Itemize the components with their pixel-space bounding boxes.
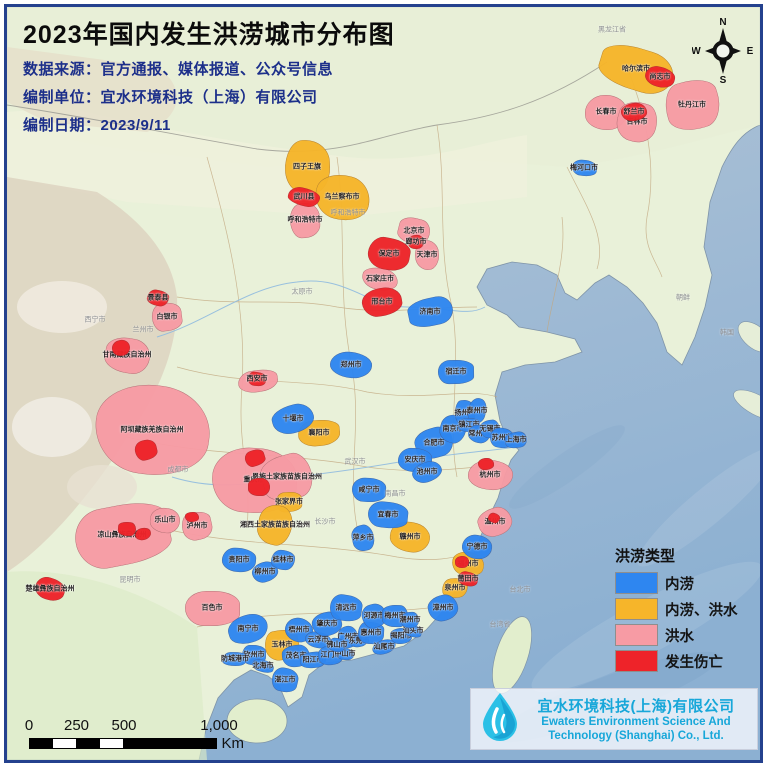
city-region-桂林市 [270,549,296,571]
city-region [248,478,270,496]
map-canvas: 牡丹江市 长春市 吉林市 呼和浩特市 北京市 天津市 石家庄市 白银市 甘南藏族自治州 阿坝藏族羌… [7,7,760,760]
legend-label: 内涝、洪水 [665,602,738,619]
scale-tick: 500 [111,717,137,734]
basemap-label: 太原市 [291,288,313,296]
city-region-上海市 [503,430,529,450]
company-name-en-1: Ewaters Environment Science And [541,715,731,728]
city-region [117,521,137,537]
legend: 洪涝类型 内涝内涝、洪水洪水发生伤亡 [615,545,738,676]
basemap-label: 长沙市 [314,518,336,526]
company-name-en-2: Technology (Shanghai) Co., Ltd. [548,729,724,742]
city-region-呼和浩特市 [289,201,321,239]
map-title: 2023年国内发生洪涝城市分布图 [23,21,395,49]
scale-tick: 0 [24,717,34,734]
legend-item: 内涝 [615,572,738,594]
city-region-济南市 [405,293,455,331]
legend-swatch [615,598,658,620]
title-block: 2023年国内发生洪涝城市分布图 数据来源：官方通报、媒体报道、公众号信息 编制… [23,15,395,135]
water-drop-icon [479,691,521,748]
map-frame: 牡丹江市 长春市 吉林市 呼和浩特市 北京市 天津市 石家庄市 白银市 甘南藏族自治州 阿坝藏族羌… [4,4,763,763]
data-source-line: 数据来源：官方通报、媒体报道、公众号信息 [23,61,334,78]
city-region-潮州市 [400,611,420,629]
city-region-甘南藏族自治州 [101,333,153,377]
city-region-邢台市 [360,285,404,319]
legend-item: 洪水 [615,624,738,646]
agency-line: 编制单位：宜水环境科技（上海）有限公司 [23,89,318,106]
date-line: 编制日期：2023/9/11 [23,117,171,134]
company-name-cn: 宜水环境科技(上海)有限公司 [537,697,735,715]
legend-label: 内涝 [665,576,694,593]
city-region-郑州市 [328,350,374,380]
scale-ticks: 0 250 500 1,000 [25,717,238,735]
legend-item: 发生伤亡 [615,650,738,672]
city-region-白银市 [150,301,184,333]
company-logo-box: 宜水环境科技(上海)有限公司 Ewaters Environment Scien… [470,688,758,750]
compass-w: W [692,46,701,57]
legend-swatch [615,624,658,646]
city-region-咸宁市 [351,477,387,503]
basemap-label: 西宁市 [84,316,106,324]
legend-label: 洪水 [665,628,694,645]
basemap-label: 台北市 [509,586,531,594]
legend-item: 内涝、洪水 [615,598,738,620]
scale-unit: Km [221,735,245,752]
legend-title: 洪涝类型 [615,548,676,565]
basemap-label: 南昌市 [384,490,406,498]
city-region-宜春市 [366,499,410,531]
basemap-label: 黑龙江省 [598,26,626,34]
compass-rose: N E S W [691,15,754,86]
city-region-楚雄彝族自治州 [32,574,68,604]
city-region-宿迁市 [437,359,475,385]
compass-e: E [747,46,754,57]
compass-n: N [719,17,726,28]
basemap-label: 昆明市 [119,576,141,584]
city-region-阿坝藏族羌族自治州 [88,377,216,483]
city-region [184,511,200,523]
city-region-防城港市 [221,651,249,667]
city-region-西安市 [247,371,267,387]
company-name: 宜水环境科技(上海)有限公司 Ewaters Environment Scien… [521,695,751,744]
city-region-百色市 [184,590,240,626]
city-region-梅河口市 [570,158,598,178]
city-region-湛江市 [269,665,301,695]
scale-tick: 1,000 [200,717,238,734]
scale-tick: 250 [63,717,90,734]
basemap-label: 兰州市 [132,326,154,334]
compass-star [705,28,741,74]
legend-swatch [615,572,658,594]
compass-s: S [720,75,727,85]
basemap-label: 台湾省 [489,621,511,629]
basemap-label: 韩国 [720,329,734,337]
scale-bar-segments [29,738,217,749]
legend-items: 内涝内涝、洪水洪水发生伤亡 [615,572,738,672]
basemap-label: 武汉市 [344,458,366,466]
legend-label: 发生伤亡 [665,654,723,671]
legend-swatch [615,650,658,672]
hainan-island [226,698,288,744]
basemap-label: 朝鲜 [676,294,690,302]
city-region-萍乡市 [349,522,377,554]
scale-bar: 0 250 500 1,000 Km [25,717,245,752]
city-region-北海市 [250,657,276,675]
